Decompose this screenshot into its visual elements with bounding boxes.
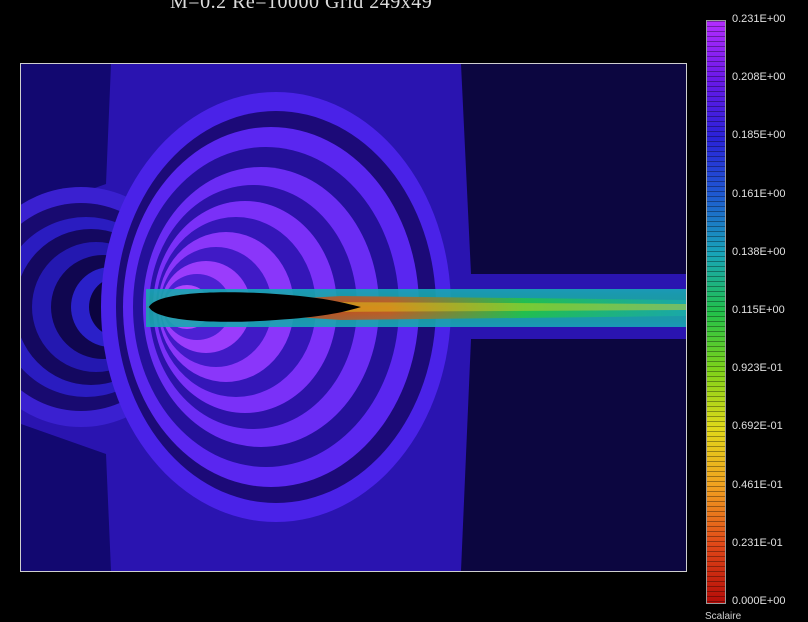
contour-dark-lower-right [461,339,686,571]
colorbar-tick-label: 0.000E+00 [732,595,786,607]
colorbar [706,20,726,604]
colorbar-label: Scalaire [705,611,742,622]
colorbar-tick-label: 0.115E+00 [732,304,785,316]
colorbar-tick-label: 0.138E+00 [732,245,786,258]
colorbar-tick-label: 0.231E-01 [732,536,783,549]
colorbar-tick-label: 0.185E+00 [732,129,786,142]
colorbar-tick-label: 0.923E-01 [732,362,783,375]
colorbar-tick-label: 0.208E+00 [732,71,786,84]
colorbar-tick-label: 0.692E-01 [732,420,783,433]
airfoil-body [149,292,361,322]
colorbar-tick-label: 0.161E+00 [732,187,786,200]
contour-dark-upper-right [461,64,686,274]
contour-field [21,64,686,571]
plot-title: M=0.2 Re=10000 Grid 249x49 [170,0,433,13]
colorbar-tick-label: 0.231E+00 [732,13,786,25]
contour-plot-area [20,63,687,572]
contour-dark-lower-left [21,424,111,571]
contour-dark-upper-left [21,64,111,214]
colorbar-tick-label: 0.461E-01 [732,478,783,491]
